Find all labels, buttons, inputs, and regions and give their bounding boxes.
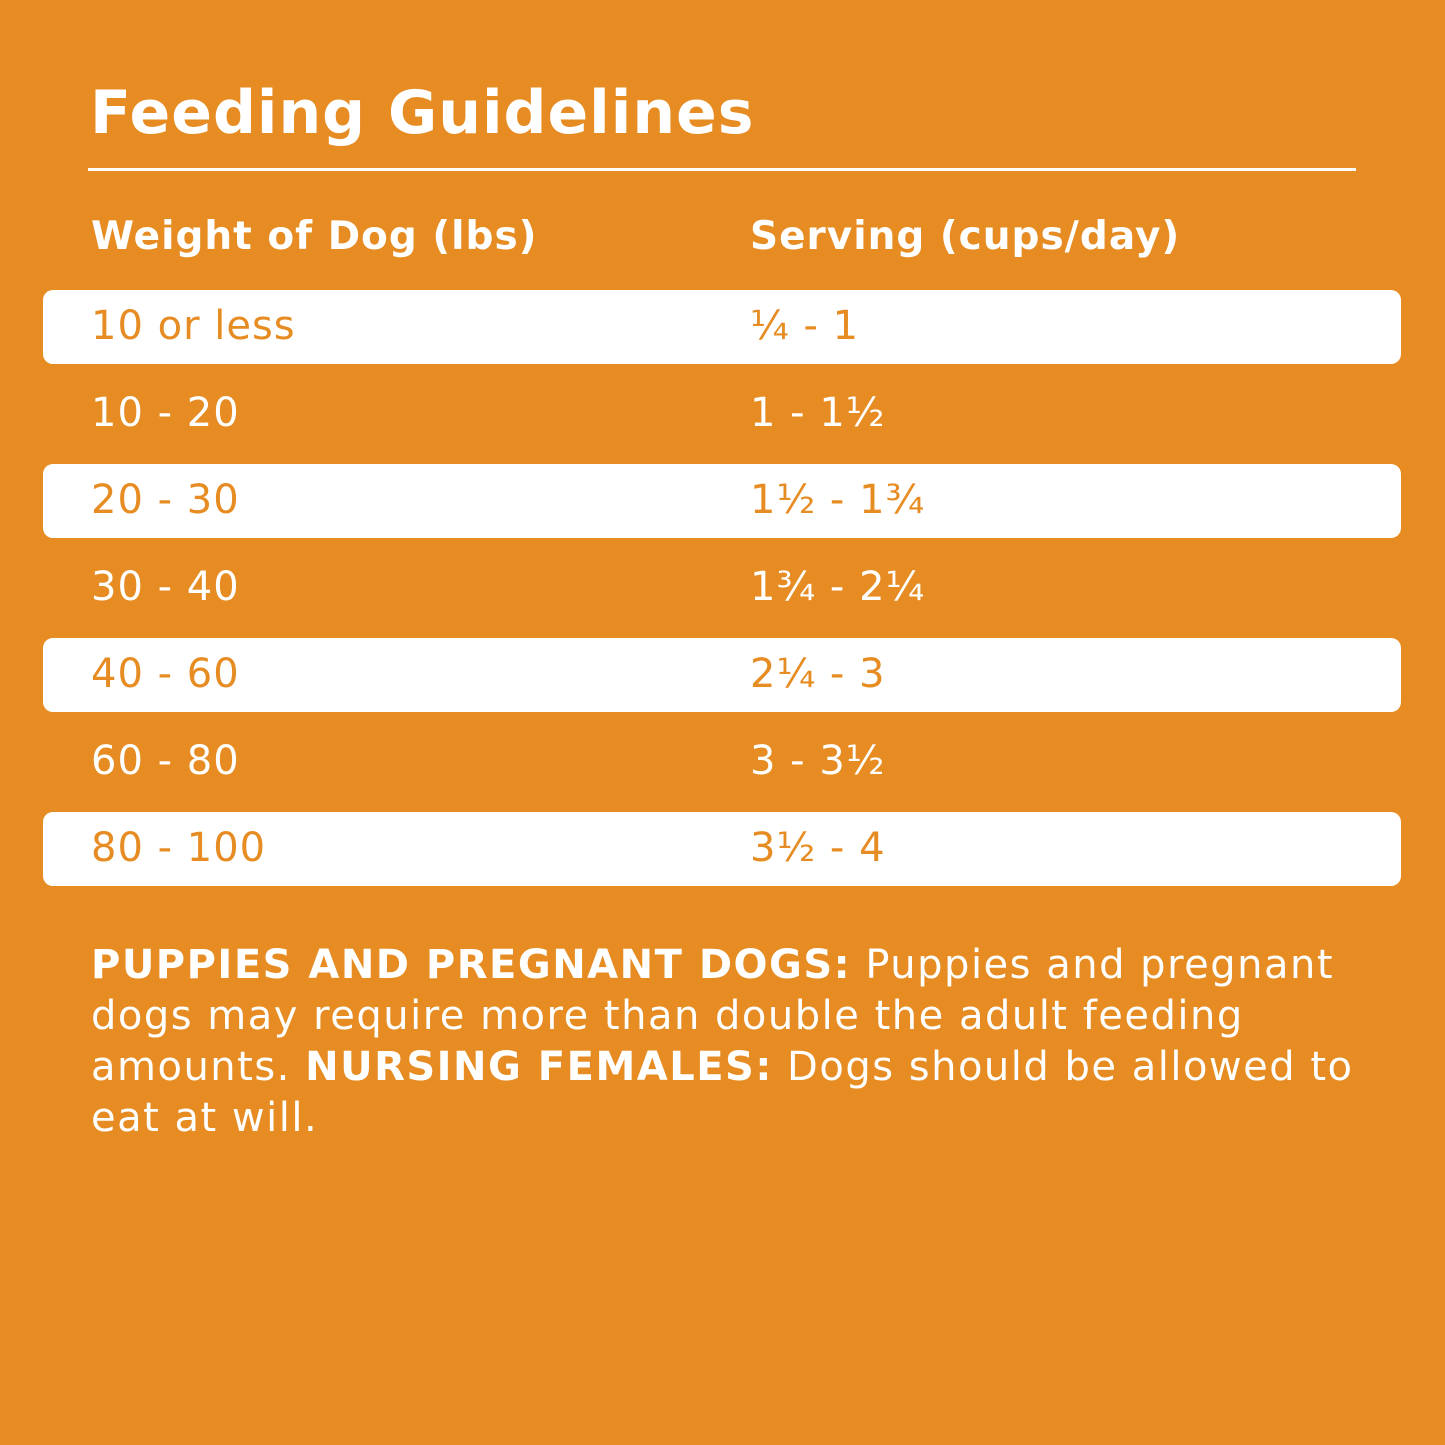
- serving-cell: 1¾ - 2¼: [750, 564, 926, 610]
- serving-cell: 2¼ - 3: [750, 651, 886, 697]
- serving-cell: 3 - 3½: [750, 738, 886, 784]
- title-divider: [88, 168, 1356, 171]
- serving-cell: ¼ - 1: [750, 303, 860, 349]
- note-label-puppies: PUPPIES AND PREGNANT DOGS:: [91, 942, 852, 988]
- table-row: 10 or less ¼ - 1: [43, 290, 1401, 364]
- feeding-note: PUPPIES AND PREGNANT DOGS: Puppies and p…: [91, 940, 1371, 1144]
- weight-cell: 40 - 60: [91, 651, 240, 697]
- table-row: 10 - 20 1 - 1½: [43, 377, 1401, 451]
- page-title: Feeding Guidelines: [90, 78, 755, 148]
- header-weight: Weight of Dog (lbs): [91, 214, 538, 259]
- table-row: 40 - 60 2¼ - 3: [43, 638, 1401, 712]
- weight-cell: 30 - 40: [91, 564, 240, 610]
- weight-cell: 10 or less: [91, 303, 296, 349]
- note-text-puppies: Puppies and pregnant dogs may require mo…: [91, 942, 1335, 1090]
- table-row: 60 - 80 3 - 3½: [43, 725, 1401, 799]
- note-label-nursing: NURSING FEMALES:: [305, 1044, 773, 1090]
- header-serving: Serving (cups/day): [750, 214, 1181, 259]
- serving-cell: 1½ - 1¾: [750, 477, 926, 523]
- weight-cell: 20 - 30: [91, 477, 240, 523]
- note-text-nursing: Dogs should be allowed to eat at will.: [91, 1044, 1354, 1141]
- weight-cell: 80 - 100: [91, 825, 267, 871]
- weight-cell: 60 - 80: [91, 738, 240, 784]
- serving-cell: 1 - 1½: [750, 390, 886, 436]
- serving-cell: 3½ - 4: [750, 825, 886, 871]
- table-row: 30 - 40 1¾ - 2¼: [43, 551, 1401, 625]
- weight-cell: 10 - 20: [91, 390, 240, 436]
- table-row: 20 - 30 1½ - 1¾: [43, 464, 1401, 538]
- table-row: 80 - 100 3½ - 4: [43, 812, 1401, 886]
